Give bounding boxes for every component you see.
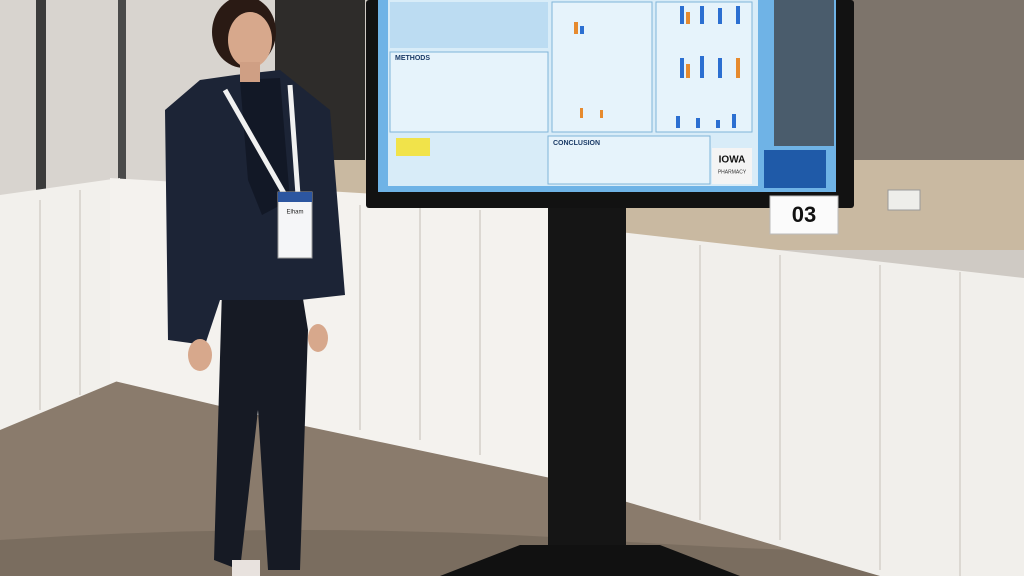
poster-conclusion-box <box>547 135 711 185</box>
drape <box>620 232 1024 576</box>
screen-video <box>774 0 834 146</box>
person: Elham <box>165 0 345 576</box>
poster-bars <box>574 6 740 128</box>
partition-post <box>118 0 126 180</box>
poster-note <box>396 138 430 156</box>
poster-heading: METHODS <box>395 55 430 62</box>
logo-text: IOWA <box>719 155 746 166</box>
partition-post <box>36 0 46 190</box>
sign-number: 03 <box>792 202 816 227</box>
poster-logo <box>712 148 752 184</box>
logo-subtext: PHARMACY <box>718 169 747 175</box>
poster-heading: CONCLUSION <box>553 140 600 147</box>
number-sign <box>769 195 839 235</box>
poster-text-block <box>390 2 548 48</box>
outlet <box>887 189 921 211</box>
drape <box>0 178 120 430</box>
poster-methods-box <box>389 51 549 133</box>
screen-controls <box>764 150 826 188</box>
drape-folds <box>39 190 961 576</box>
monitor-stand <box>548 195 626 576</box>
stand-base <box>440 545 740 576</box>
badge-name: Elham <box>286 210 303 216</box>
